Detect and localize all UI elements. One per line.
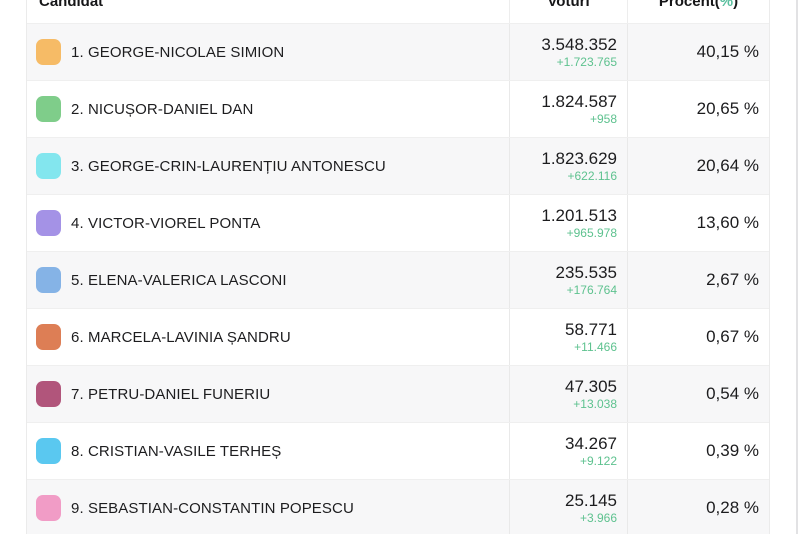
votes-value: 1.823.629: [541, 148, 617, 168]
percent-value: 0,28 %: [627, 480, 769, 534]
votes-value: 1.201.513: [541, 205, 617, 225]
column-header-votes: Voturi: [509, 0, 627, 23]
votes-delta: +1.723.765: [556, 54, 617, 69]
percent-value: 40,15 %: [627, 24, 769, 80]
candidates-results-table: Candidat Voturi Procent(%) 1. GEORGE-NIC…: [26, 0, 770, 534]
candidate-color-swatch: [36, 438, 61, 464]
candidate-color-swatch: [36, 153, 61, 179]
votes-delta: +176.764: [566, 282, 617, 297]
votes-delta: +9.122: [579, 453, 617, 468]
candidate-name: 9. SEBASTIAN-CONSTANTIN POPESCU: [71, 499, 354, 517]
votes-value: 34.267: [565, 433, 617, 453]
percent-value: 0,39 %: [627, 423, 769, 479]
votes-value: 3.548.352: [541, 34, 617, 54]
percent-value: 0,54 %: [627, 366, 769, 422]
table-row: 2. NICUȘOR-DANIEL DAN 1.824.587 +958 20,…: [27, 80, 769, 137]
table-row: 6. MARCELA-LAVINIA ȘANDRU 58.771 +11.466…: [27, 308, 769, 365]
percent-value: 13,60 %: [627, 195, 769, 251]
votes-value: 58.771: [565, 319, 617, 339]
table-row: 3. GEORGE-CRIN-LAURENȚIU ANTONESCU 1.823…: [27, 137, 769, 194]
column-header-candidate: Candidat: [39, 0, 104, 10]
votes-delta: +3.966: [579, 510, 617, 525]
percent-accent-symbol: %: [719, 0, 734, 10]
candidate-color-swatch: [36, 96, 61, 122]
votes-value: 235.535: [555, 262, 617, 282]
candidate-name: 7. PETRU-DANIEL FUNERIU: [71, 385, 271, 403]
candidate-color-swatch: [36, 324, 61, 350]
candidate-color-swatch: [36, 495, 61, 521]
right-edge-divider: [796, 0, 798, 534]
candidate-name: 8. CRISTIAN-VASILE TERHEȘ: [71, 442, 282, 460]
candidate-name: 6. MARCELA-LAVINIA ȘANDRU: [71, 328, 291, 346]
votes-delta: +965.978: [566, 225, 617, 240]
column-header-percent: Procent(%): [627, 0, 769, 23]
table-row: 9. SEBASTIAN-CONSTANTIN POPESCU 25.145 +…: [27, 479, 769, 534]
votes-delta: +13.038: [573, 396, 617, 411]
votes-value: 1.824.587: [541, 91, 617, 111]
candidate-name: 4. VICTOR-VIOREL PONTA: [71, 214, 261, 232]
percent-value: 0,67 %: [627, 309, 769, 365]
table-row: 1. GEORGE-NICOLAE SIMION 3.548.352 +1.72…: [27, 23, 769, 80]
percent-value: 2,67 %: [627, 252, 769, 308]
table-header-row: Candidat Voturi Procent(%): [27, 0, 769, 23]
percent-value: 20,64 %: [627, 138, 769, 194]
table-row: 7. PETRU-DANIEL FUNERIU 47.305 +13.038 0…: [27, 365, 769, 422]
table-row: 4. VICTOR-VIOREL PONTA 1.201.513 +965.97…: [27, 194, 769, 251]
candidate-name: 2. NICUȘOR-DANIEL DAN: [71, 100, 254, 118]
votes-delta: +11.466: [574, 339, 617, 354]
votes-delta: +622.116: [567, 168, 618, 183]
table-row: 8. CRISTIAN-VASILE TERHEȘ 34.267 +9.122 …: [27, 422, 769, 479]
percent-value: 20,65 %: [627, 81, 769, 137]
votes-value: 47.305: [565, 376, 617, 396]
candidate-color-swatch: [36, 381, 61, 407]
candidate-name: 3. GEORGE-CRIN-LAURENȚIU ANTONESCU: [71, 157, 386, 175]
candidate-name: 5. ELENA-VALERICA LASCONI: [71, 271, 287, 289]
candidate-color-swatch: [36, 267, 61, 293]
candidate-color-swatch: [36, 39, 61, 65]
table-row: 5. ELENA-VALERICA LASCONI 235.535 +176.7…: [27, 251, 769, 308]
candidate-color-swatch: [36, 210, 61, 236]
candidate-name: 1. GEORGE-NICOLAE SIMION: [71, 43, 285, 61]
votes-value: 25.145: [565, 490, 617, 510]
votes-delta: +958: [589, 111, 617, 126]
